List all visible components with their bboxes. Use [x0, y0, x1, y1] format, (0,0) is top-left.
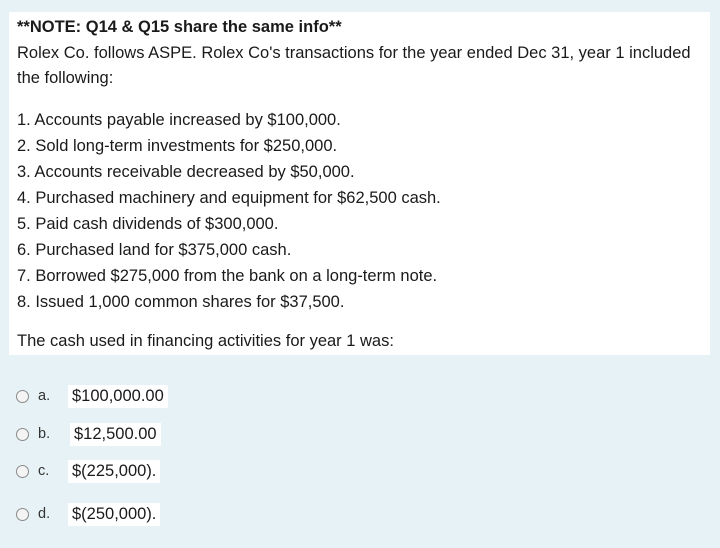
question-box: **NOTE: Q14 & Q15 share the same info** …	[9, 12, 710, 355]
question-prompt: The cash used in financing activities fo…	[17, 332, 394, 350]
transaction-item: 8. Issued 1,000 common shares for $37,50…	[17, 293, 345, 311]
option-d[interactable]: d. $(250,000).	[16, 502, 161, 526]
option-text[interactable]: $100,000.00	[68, 384, 168, 408]
question-note: **NOTE: Q14 & Q15 share the same info**	[17, 18, 342, 36]
option-text[interactable]: $(225,000).	[68, 459, 161, 483]
radio-button-icon[interactable]	[16, 464, 29, 478]
transaction-item: 4. Purchased machinery and equipment for…	[17, 189, 441, 207]
radio-button-icon[interactable]	[16, 427, 29, 441]
transaction-item: 2. Sold long-term investments for $250,0…	[17, 137, 338, 155]
radio-button-icon[interactable]	[16, 389, 29, 403]
option-b[interactable]: b. $12,500.00	[16, 422, 161, 446]
option-text[interactable]: $12,500.00	[70, 422, 161, 446]
option-text[interactable]: $(250,000).	[68, 502, 161, 526]
transaction-item: 6. Purchased land for $375,000 cash.	[17, 241, 292, 259]
option-letter: a.	[38, 388, 51, 404]
transaction-item: 1. Accounts payable increased by $100,00…	[17, 111, 341, 129]
option-a[interactable]: a. $100,000.00	[16, 384, 168, 408]
option-letter: b.	[38, 426, 51, 442]
radio-button-icon[interactable]	[16, 507, 29, 521]
option-letter: d.	[38, 506, 51, 522]
option-c[interactable]: c. $(225,000).	[16, 459, 161, 483]
option-letter: c.	[38, 463, 50, 479]
transaction-item: 3. Accounts receivable decreased by $50,…	[17, 163, 355, 181]
transaction-item: 7. Borrowed $275,000 from the bank on a …	[17, 267, 438, 285]
question-intro-line1: Rolex Co. follows ASPE. Rolex Co's trans…	[17, 44, 691, 62]
question-intro-line2: the following:	[17, 69, 114, 87]
transaction-item: 5. Paid cash dividends of $300,000.	[17, 215, 279, 233]
